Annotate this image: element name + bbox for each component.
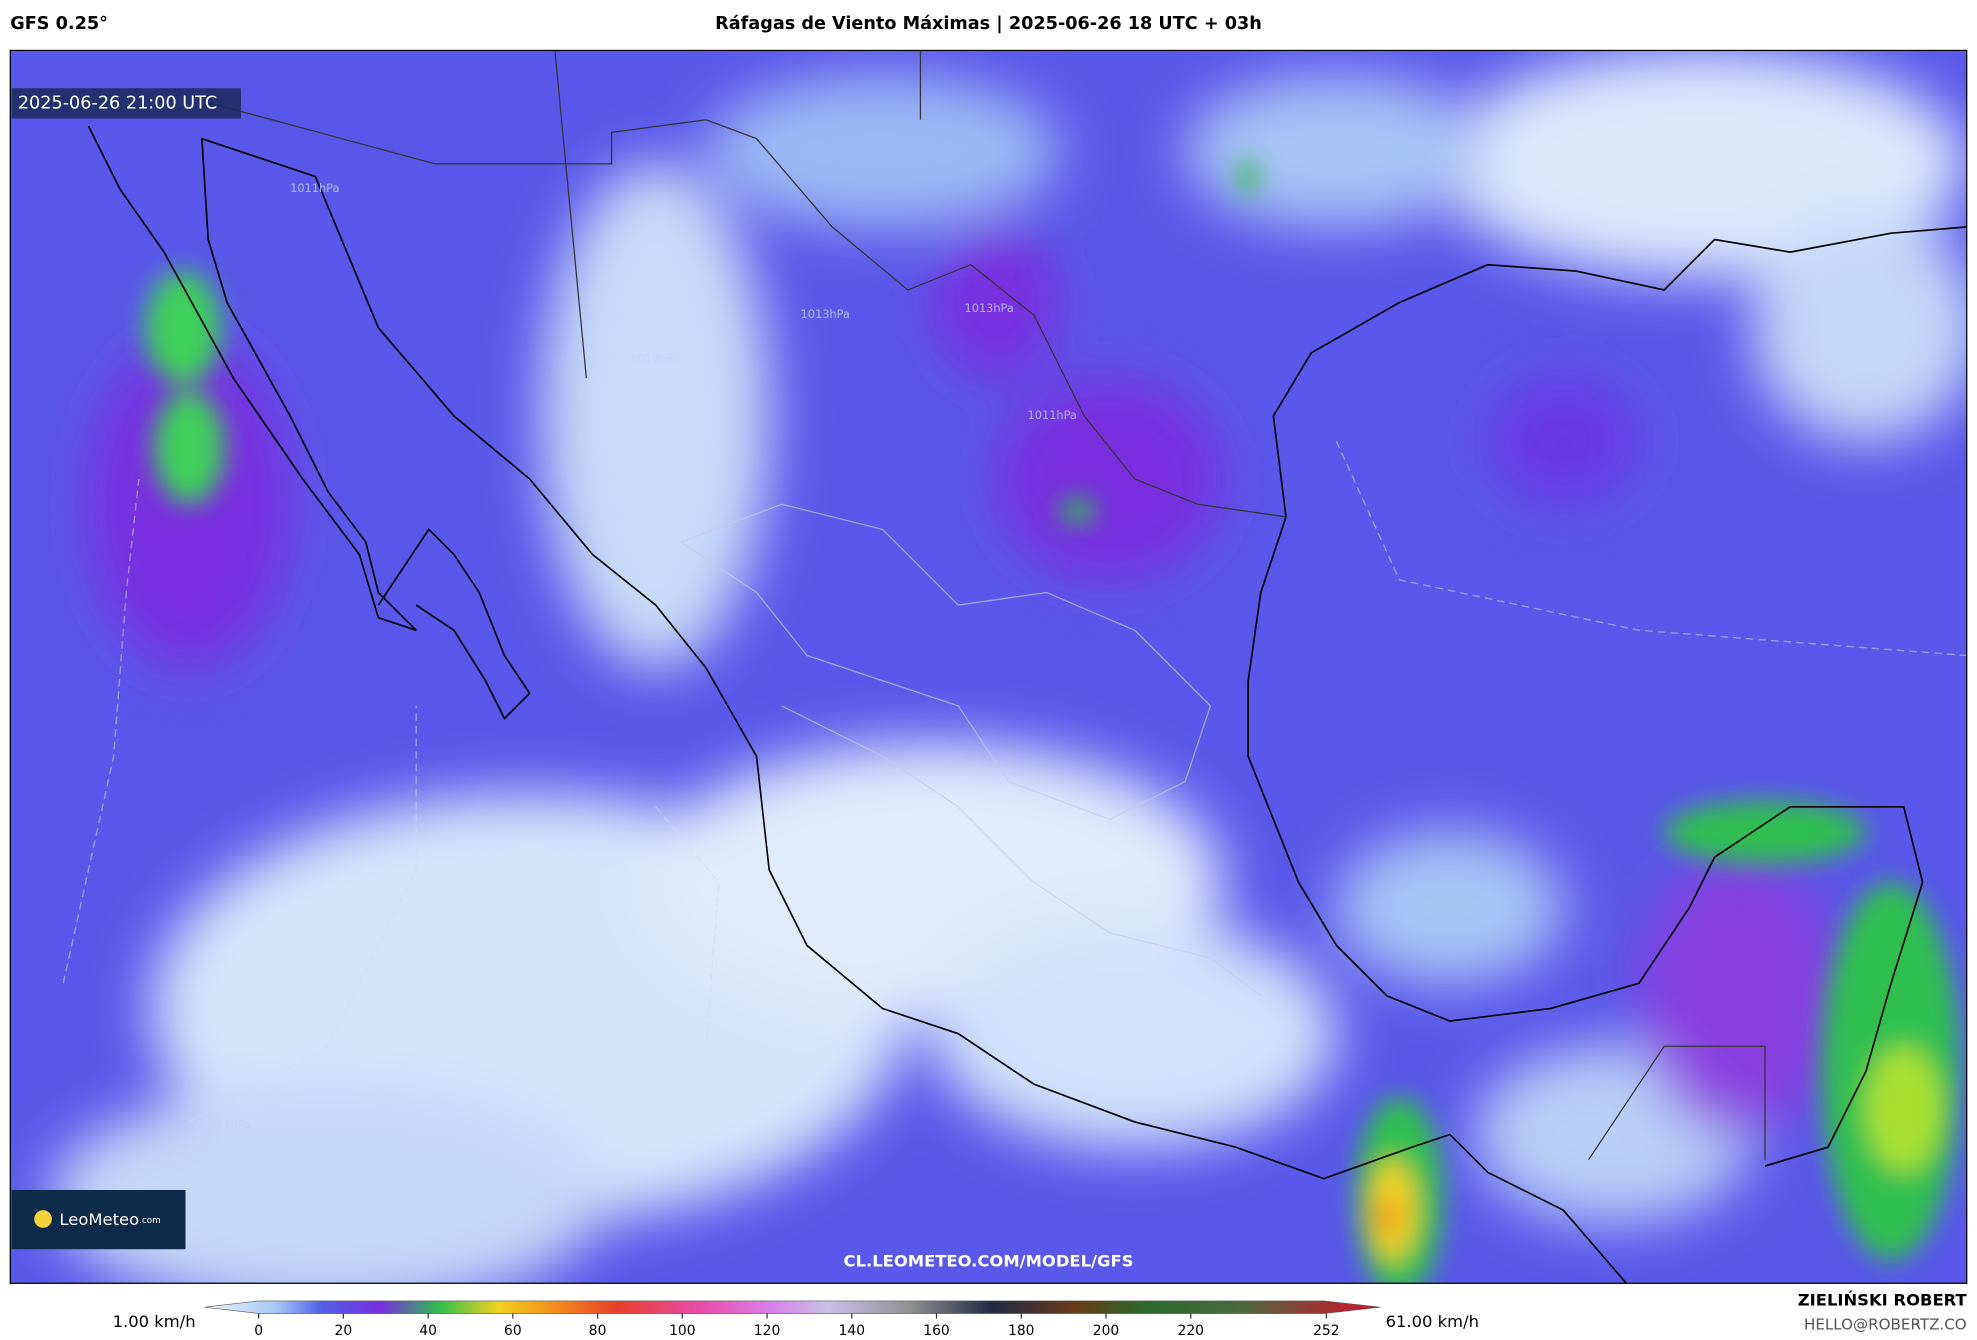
model-label: GFS 0.25°	[10, 14, 108, 34]
isobar-label: 1013hPa	[801, 307, 850, 321]
colorbar-min-label: 1.00 km/h	[113, 1312, 196, 1331]
email: HELLO@ROBERTZ.CO	[1804, 1315, 1967, 1333]
isobar-label: 1013hPa	[965, 301, 1014, 315]
colorbar-tick-label: 220	[1178, 1323, 1204, 1339]
map-title: Ráfagas de Viento Máximas | 2025-06-26 1…	[715, 14, 1262, 34]
colorbar-tick-label: 0	[254, 1323, 263, 1339]
isobar-label: 1011hPa	[1028, 408, 1077, 422]
colorbar-tick-label: 200	[1093, 1323, 1119, 1339]
logo-suffix: .com	[139, 1216, 161, 1226]
colorbar-tick-label: 180	[1008, 1323, 1034, 1339]
colorbar-tick-label: 80	[589, 1323, 607, 1339]
borders	[201, 50, 1766, 1161]
colorbar-tick-label: 252	[1313, 1323, 1339, 1339]
author: ZIELIŃSKI ROBERT	[1798, 1290, 1968, 1309]
colorbar-tick-label: 140	[839, 1323, 865, 1339]
state-borders	[679, 503, 1262, 997]
colorbar-tick-label: 100	[669, 1323, 695, 1339]
colorbar-tick-label: 120	[754, 1323, 780, 1339]
valid-time: 2025-06-26 21:00 UTC	[18, 93, 217, 113]
url: CL.LEOMETEO.COM/MODEL/GFS	[844, 1251, 1134, 1270]
colorbar: 1.00 km/h 61.00 km/h 0 20 40 60 80 100 120 140 1…	[113, 1300, 1479, 1339]
isobar-label: 1011hPa	[202, 1118, 251, 1132]
colorbar-tick-label: 60	[504, 1323, 522, 1339]
logo: LeoMeteo.com	[59, 1210, 160, 1229]
colorbar-tick-label: 40	[419, 1323, 437, 1339]
coastline	[87, 125, 1967, 1284]
isobar-label: 1011hPa	[290, 181, 339, 195]
colorbar-tick-label: 20	[335, 1323, 353, 1339]
map: 1011hPa 1013hPa 1011hPa 1013hPa 1011hPa …	[10, 50, 1967, 1284]
colorbar-tick-label: 160	[923, 1323, 949, 1339]
colorbar-max-label: 61.00 km/h	[1386, 1312, 1479, 1331]
logo-text: LeoMeteo	[59, 1210, 139, 1229]
isobar-label: 1013hPa	[630, 351, 679, 365]
isobars	[62, 440, 1967, 1123]
